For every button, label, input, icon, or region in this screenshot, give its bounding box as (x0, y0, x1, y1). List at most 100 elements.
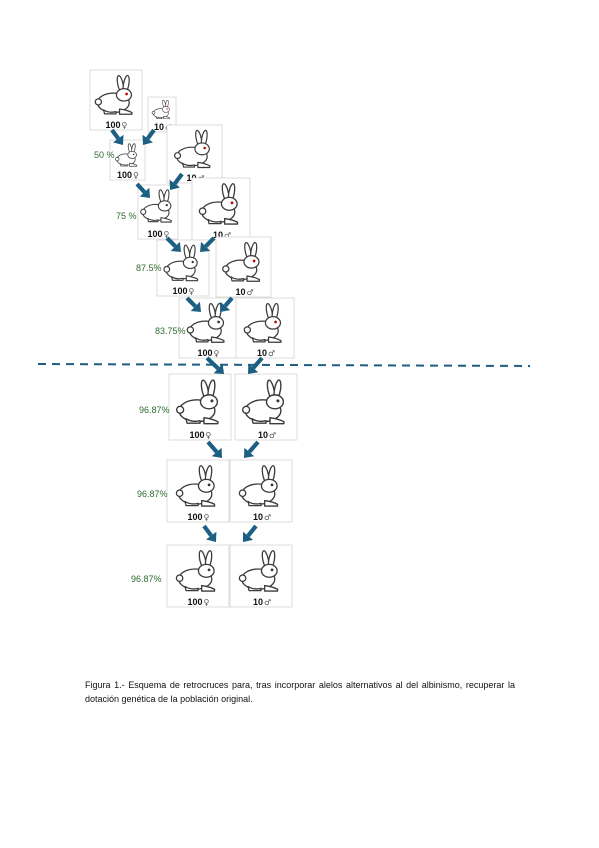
male-rabbit-card-count: 10 (213, 230, 223, 240)
rabbit-icon (94, 74, 133, 115)
male-rabbit-card-count: 10 (253, 597, 263, 607)
rabbit-eye (270, 483, 274, 487)
cross-arrow (248, 356, 264, 374)
percentage-label: 87.5% (136, 263, 162, 273)
rabbit-icon (238, 550, 279, 592)
rabbit-eye (217, 320, 220, 324)
male-rabbit-card: 10♂ (229, 544, 293, 608)
female-rabbit-card: 100 ♀ (178, 297, 238, 359)
male-rabbit-card-count: 10 (235, 287, 245, 297)
female-symbol-icon: ♀ (133, 171, 139, 180)
male-rabbit-card: 10♂ (229, 459, 293, 523)
cross-arrow (110, 128, 124, 145)
rabbit-eye (210, 399, 214, 403)
percentage-label: 96.87% (131, 574, 162, 584)
rabbit-eye (274, 320, 277, 324)
cross-arrow (202, 524, 217, 542)
rabbit-icon (186, 302, 225, 343)
rabbit-eye (276, 399, 280, 403)
rabbit-icon (238, 465, 279, 507)
rabbit-icon (241, 379, 285, 425)
male-rabbit-card: 10♂ (235, 297, 295, 359)
cross-arrow (169, 172, 184, 190)
female-rabbit-card-count: 100 (172, 286, 187, 296)
male-rabbit-card-count: 10 (186, 173, 196, 183)
female-rabbit-card-count: 100 (105, 120, 120, 130)
male-symbol-icon: ♂ (264, 513, 271, 522)
male-symbol-icon: ♂ (264, 598, 271, 607)
rabbit-icon (151, 99, 170, 120)
cross-arrow (135, 182, 150, 198)
rabbit-icon (198, 183, 239, 225)
rabbit-eye (203, 146, 206, 150)
male-symbol-icon: ♂ (224, 231, 231, 240)
cross-arrow (243, 524, 258, 542)
rabbit-eye (207, 568, 211, 572)
rabbit-icon (175, 379, 219, 425)
female-rabbit-card-count: 100 (187, 512, 202, 522)
rabbit-eye (165, 204, 168, 207)
male-rabbit-card-count: 10 (257, 348, 267, 358)
backcross-diagram: 100♀10♂100♀10♂50 %100♀10♂75 %100♀10♂87.5… (37, 69, 531, 608)
male-rabbit-card-count: 10 (154, 122, 164, 132)
percentage-label: 96.87% (137, 489, 168, 499)
female-rabbit-card-count: 100 (147, 229, 162, 239)
male-symbol-icon: ♂ (247, 288, 254, 297)
male-rabbit-card: 10♂ (166, 124, 223, 184)
male-rabbit-card: 10♂ (234, 373, 298, 441)
cross-arrow (244, 440, 260, 458)
percentage-label: 83.75% (155, 326, 186, 336)
female-symbol-icon: ♀ (164, 230, 170, 239)
rabbit-icon (115, 143, 138, 167)
female-symbol-icon: ♀ (189, 287, 195, 296)
percentage-label: 50 % (94, 150, 115, 160)
cross-arrow (142, 128, 156, 145)
female-rabbit-card: 100 ♀ (89, 69, 143, 131)
female-rabbit-card-count: 100 (189, 430, 204, 440)
male-rabbit-card-count: 10 (253, 512, 263, 522)
rabbit-eye (230, 201, 234, 205)
rabbit-icon (163, 244, 199, 282)
rabbit-icon (175, 465, 216, 507)
female-rabbit-card-count: 100 (197, 348, 212, 358)
cross-arrow (165, 236, 181, 252)
rabbit-icon (140, 189, 172, 223)
rabbit-eye (270, 568, 274, 572)
cross-arrow (220, 296, 234, 312)
rabbit-eye (207, 483, 211, 487)
rabbit-eye (166, 108, 168, 110)
cross-arrow (205, 356, 224, 374)
rabbit-eye (125, 92, 128, 96)
female-rabbit-card: 100 ♀ (166, 544, 230, 608)
rabbit-eye (132, 153, 135, 156)
percentage-label: 96.87% (139, 405, 170, 415)
female-rabbit-card: 100 ♀ (166, 459, 230, 523)
female-symbol-icon: ♀ (206, 431, 212, 440)
figure-caption: Figura 1.- Esquema de retrocruces para, … (85, 680, 515, 704)
female-symbol-icon: ♀ (204, 598, 210, 607)
rabbit-icon (243, 302, 282, 343)
female-rabbit-card-count: 100 (117, 170, 132, 180)
rabbit-icon (222, 241, 261, 282)
rabbit-icon (174, 129, 211, 169)
female-rabbit-card-count: 100 (187, 597, 202, 607)
rabbit-eye (252, 259, 256, 263)
female-rabbit-card: 100 ♀ (168, 373, 232, 441)
separator-dashed-line (37, 363, 531, 367)
male-symbol-icon: ♂ (269, 431, 276, 440)
cross-arrow (185, 296, 201, 312)
male-rabbit-card: 10♂ (215, 236, 272, 298)
rabbit-icon (175, 550, 216, 592)
cross-arrow (200, 236, 216, 252)
percentage-label: 75 % (116, 211, 137, 221)
cross-arrow (206, 440, 222, 458)
female-symbol-icon: ♀ (122, 121, 128, 130)
male-rabbit-card-count: 10 (258, 430, 268, 440)
rabbit-eye (191, 260, 194, 264)
male-symbol-icon: ♂ (268, 349, 275, 358)
female-rabbit-card: 100 ♀ (109, 139, 146, 181)
female-rabbit-card: 100 ♀ (137, 184, 179, 240)
female-symbol-icon: ♀ (204, 513, 210, 522)
female-symbol-icon: ♀ (214, 349, 220, 358)
male-rabbit-card: 10♂ (191, 177, 251, 241)
